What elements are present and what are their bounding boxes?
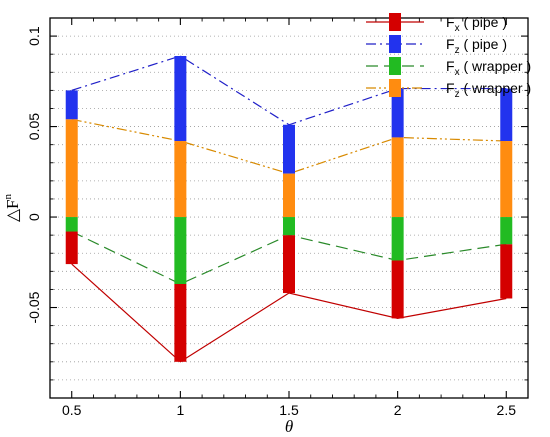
bar-fx_wrapper bbox=[283, 217, 295, 236]
bar-fz_pipe bbox=[500, 88, 513, 142]
bar-fx_wrapper bbox=[65, 217, 78, 232]
x-tick-label: 1 bbox=[176, 402, 184, 418]
bar-fz_pipe bbox=[391, 88, 404, 138]
bar-fx_pipe bbox=[174, 284, 187, 362]
series-line-fz_wrapper bbox=[71, 118, 507, 175]
x-tick-label: 0.5 bbox=[62, 402, 82, 418]
bar-fz_wrapper bbox=[500, 141, 513, 218]
axis-tick-labels: 0.5 1 1.5 2 2.5 -0.05 0 0.05 0.1 bbox=[26, 26, 516, 418]
bar-fz_pipe bbox=[65, 90, 78, 120]
bar-fx_pipe bbox=[391, 260, 404, 319]
bar-fx_wrapper bbox=[500, 217, 513, 245]
bar-fx_pipe bbox=[500, 244, 513, 299]
legend-label-fz_pipe: Fz ( pipe ) bbox=[446, 36, 507, 56]
bar-fz_pipe bbox=[283, 124, 295, 174]
x-tick-label: 1.5 bbox=[279, 402, 299, 418]
bar-fx_pipe bbox=[283, 235, 295, 294]
legend-label-fz_wrapper: Fz ( wrapper ) bbox=[446, 80, 531, 100]
y-axis-title-sup: n bbox=[2, 193, 14, 199]
bar-fz_wrapper bbox=[391, 137, 404, 218]
legend-swatch-fx_wrapper bbox=[389, 57, 401, 75]
legend-label-fx_pipe: Fx ( pipe ) bbox=[446, 14, 507, 34]
series-bars bbox=[65, 56, 513, 362]
bar-fz_wrapper bbox=[65, 119, 78, 218]
legend-swatch-fx_pipe bbox=[389, 13, 401, 31]
y-axis-title-main: △F bbox=[3, 199, 22, 222]
legend: Fx ( pipe )Fz ( pipe )Fx ( wrapper )Fz (… bbox=[366, 13, 531, 100]
y-tick-label: 0.05 bbox=[26, 113, 42, 140]
bar-fz_pipe bbox=[174, 56, 187, 142]
y-axis-title: △Fn bbox=[2, 193, 22, 222]
y-tick-label: 0 bbox=[26, 213, 42, 221]
bar-fx_wrapper bbox=[174, 217, 187, 284]
axis-ticks bbox=[49, 17, 529, 399]
y-tick-label: -0.05 bbox=[26, 291, 42, 323]
legend-swatch-fz_pipe bbox=[389, 35, 401, 53]
y-tick-label: 0.1 bbox=[26, 26, 42, 46]
legend-swatch-fz_wrapper bbox=[389, 79, 401, 97]
x-axis-title: θ bbox=[285, 417, 293, 436]
x-tick-label: 2 bbox=[394, 402, 402, 418]
bar-fz_wrapper bbox=[283, 173, 295, 218]
bar-fz_wrapper bbox=[174, 141, 187, 218]
x-tick-label: 2.5 bbox=[497, 402, 517, 418]
bar-fx_wrapper bbox=[391, 217, 404, 261]
bar-fx_pipe bbox=[65, 231, 78, 265]
legend-label-fx_wrapper: Fx ( wrapper ) bbox=[446, 58, 531, 78]
